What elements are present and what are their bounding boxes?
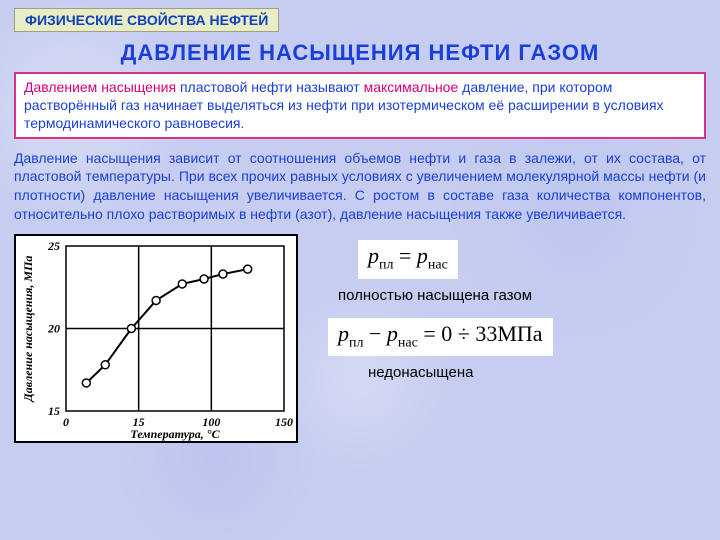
eq2-value: 0 ÷ 33МПа [441, 321, 542, 346]
svg-text:0: 0 [63, 415, 69, 429]
svg-text:15: 15 [48, 404, 60, 418]
body-paragraph: Давление насыщения зависит от соотношени… [14, 149, 706, 225]
eq2-rhs-sub: нас [398, 335, 418, 350]
equation-1: pпл = pнас [358, 240, 458, 278]
eq1-rhs-sub: нас [428, 258, 448, 273]
lower-section: 015100150152025Температура, °СДавление н… [14, 234, 706, 443]
saturation-pressure-chart: 015100150152025Температура, °СДавление н… [14, 234, 298, 443]
svg-text:Давление насыщения, МПа: Давление насыщения, МПа [21, 256, 35, 403]
eq2-lhs-var: p [338, 321, 349, 346]
eq1-equals: = [393, 243, 416, 268]
eq2-rhs-var: p [387, 321, 398, 346]
eq1-rhs-var: p [417, 243, 428, 268]
definition-highlight: максимальное [364, 79, 459, 95]
svg-text:Температура, °С: Температура, °С [130, 427, 220, 441]
definition-term: Давлением насыщения [24, 79, 176, 95]
header-pill: ФИЗИЧЕСКИЕ СВОЙСТВА НЕФТЕЙ [14, 8, 279, 32]
definition-box: Давлением насыщения пластовой нефти назы… [14, 72, 706, 139]
equation-1-caption: полностью насыщена газом [338, 287, 706, 304]
eq1-lhs-var: p [368, 243, 379, 268]
eq2-equals: = [418, 321, 441, 346]
svg-text:20: 20 [47, 322, 60, 336]
eq2-minus: − [363, 321, 386, 346]
definition-text-1: пластовой нефти называют [176, 79, 364, 95]
equations-column: pпл = pнас полностью насыщена газом pпл … [318, 234, 706, 395]
page-title: ДАВЛЕНИЕ НАСЫЩЕНИЯ НЕФТИ ГАЗОМ [14, 40, 706, 66]
equation-2-caption: недонасыщена [368, 364, 706, 381]
eq2-lhs-sub: пл [349, 335, 363, 350]
eq1-lhs-sub: пл [379, 258, 393, 273]
equation-2: pпл − pнас = 0 ÷ 33МПа [328, 318, 553, 356]
svg-text:150: 150 [275, 415, 293, 429]
svg-text:25: 25 [47, 239, 60, 253]
